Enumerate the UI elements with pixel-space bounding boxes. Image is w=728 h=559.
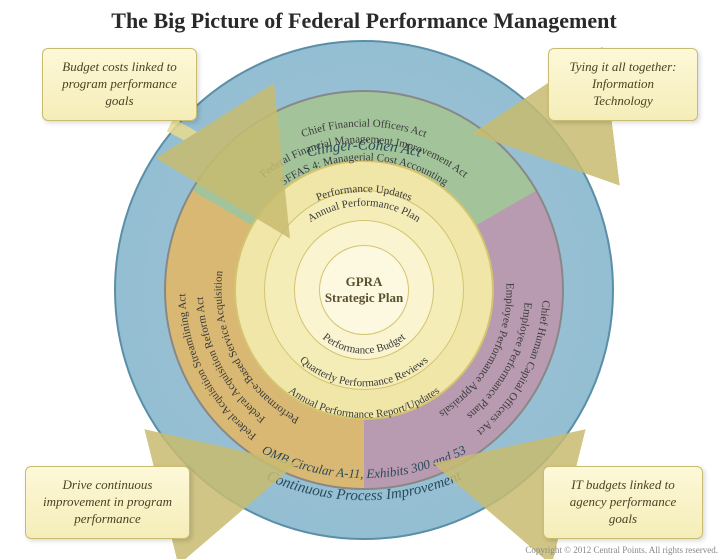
page-title: The Big Picture of Federal Performance M… bbox=[0, 8, 728, 34]
callout-bottom-left: Drive continuous improvement in program … bbox=[25, 466, 190, 539]
callout-top-right: Tying it all together: Information Techn… bbox=[548, 48, 698, 121]
callout-bottom-right: IT budgets linked to agency performance … bbox=[543, 466, 703, 539]
callout-top-left: Budget costs linked to program performan… bbox=[42, 48, 197, 121]
center-circle: GPRA Strategic Plan bbox=[319, 245, 409, 335]
copyright-footer: Copyright © 2012 Central Points. All rig… bbox=[525, 545, 718, 555]
